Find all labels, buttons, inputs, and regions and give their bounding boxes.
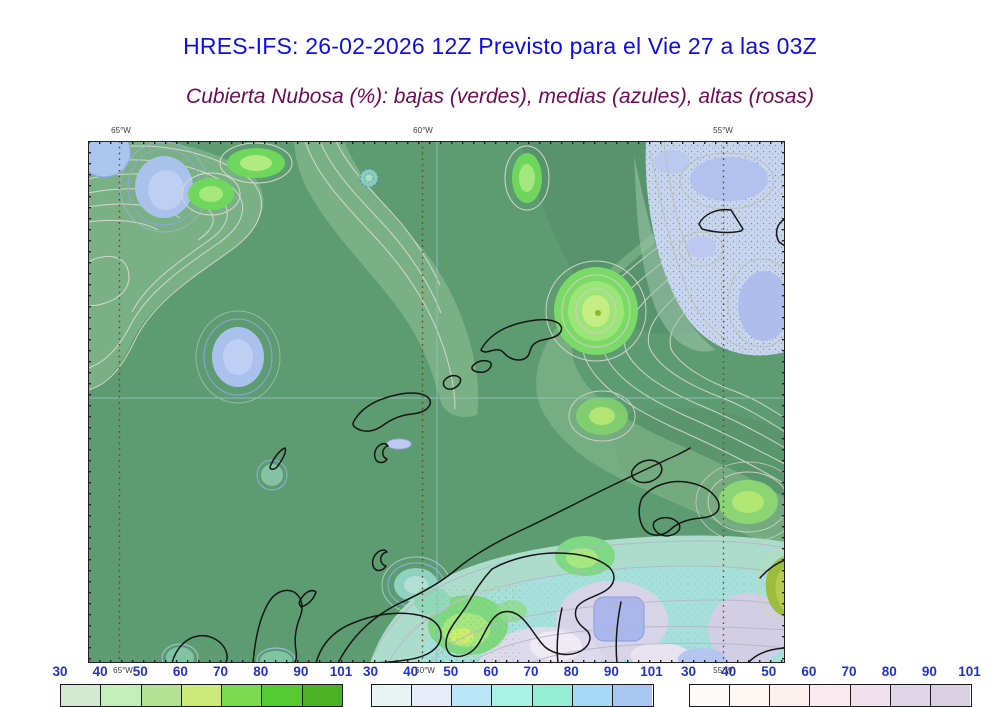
colorbar-tick-label: 101 [958, 664, 981, 679]
colorbar-labels-high: 30 40 50 60 70 80 90 101 [681, 664, 981, 679]
colorbar-tick-label: 101 [329, 664, 353, 679]
bottom-axis-label-60w: 60°W [415, 666, 435, 675]
colorbar-cell [262, 685, 303, 706]
meridian-dotted-lines [118, 141, 725, 663]
colorbar-cell [141, 685, 182, 706]
colorbar-tick-label: 30 [52, 664, 68, 679]
page-title: HRES-IFS: 26-02-2026 12Z Previsto para e… [183, 33, 817, 59]
colorbar-cell [850, 685, 891, 706]
page-subtitle: Cubierta Nubosa (%): bajas (verdes), med… [186, 85, 814, 108]
colorbar-cell [532, 685, 573, 706]
colorbar-mid-clouds-blue [370, 684, 654, 707]
high-cloud-speckled-area [634, 141, 785, 356]
colorbar-tick-label: 30 [680, 664, 697, 679]
colorbar-tick-label: 80 [253, 664, 269, 679]
colorbar-tick-label: 60 [172, 664, 188, 679]
cloud-cover-map [88, 141, 785, 663]
colorbar-tick-label: 50 [132, 664, 148, 679]
colorbar-tick-label: 50 [761, 664, 777, 679]
colorbar-cell [101, 685, 142, 706]
contours-top-left [88, 141, 293, 391]
colorbar-cell [810, 685, 851, 706]
colorbar-cell [931, 685, 971, 706]
colorbar-tick-label: 101 [640, 664, 663, 679]
colorbar-tick-label: 40 [721, 664, 737, 679]
top-axis-label-55w: 55°W [713, 126, 733, 135]
map-frame [88, 141, 785, 663]
colorbar-cell [689, 685, 730, 706]
colorbar-tick-label: 80 [881, 664, 897, 679]
colorbar-tick-label: 60 [801, 664, 817, 679]
colorbar-cell [572, 685, 614, 706]
colorbar-cell [61, 685, 102, 706]
colorbar-tick-label: 50 [443, 664, 459, 679]
right-edge-features [695, 461, 785, 623]
colorbar-tick-label: 90 [603, 664, 619, 679]
colorbar-labels-mid: 30 40 50 60 70 80 90 101 [363, 664, 663, 679]
colorbar-tick-label: 40 [92, 664, 108, 679]
colorbar-cell [613, 685, 653, 706]
top-axis-label-65w: 65°W [111, 126, 131, 135]
contours-centre-band [294, 141, 550, 417]
bottom-axis-label-65w: 65°W [113, 666, 133, 675]
colorbar-tick-label: 90 [921, 664, 937, 679]
colorbar-tick-label: 60 [483, 664, 499, 679]
colorbar-labels-low: 30 40 50 60 70 80 90 101 [52, 664, 352, 679]
colorbar-cell [371, 685, 412, 706]
contours-right-band [536, 152, 785, 552]
colorbar-cell [411, 685, 453, 706]
colorbar-tick-label: 30 [362, 664, 379, 679]
colorbar-cell [302, 685, 342, 706]
colorbar-high-clouds-pink [688, 684, 972, 707]
graticule-lines [88, 141, 785, 663]
colorbar-tick-label: 70 [523, 664, 539, 679]
colorbar-cell [770, 685, 811, 706]
colorbar-cell [222, 685, 263, 706]
colorbar-tick-label: 70 [841, 664, 857, 679]
top-axis-label-60w: 60°W [413, 126, 433, 135]
colorbar-cell [890, 685, 932, 706]
coastlines [171, 208, 785, 663]
colorbar-low-clouds-green [60, 684, 343, 707]
colorbar-tick-label: 90 [293, 664, 309, 679]
colorbar-cell [181, 685, 223, 706]
colorbar-cell [729, 685, 771, 706]
colorbar-tick-label: 40 [403, 664, 419, 679]
bottom-axis-label-55w: 55°W [713, 666, 733, 675]
colorbar-tick-label: 80 [563, 664, 579, 679]
colorbar-tick-label: 70 [213, 664, 229, 679]
colorbar-cell [492, 685, 533, 706]
colorbar-cell [452, 685, 493, 706]
